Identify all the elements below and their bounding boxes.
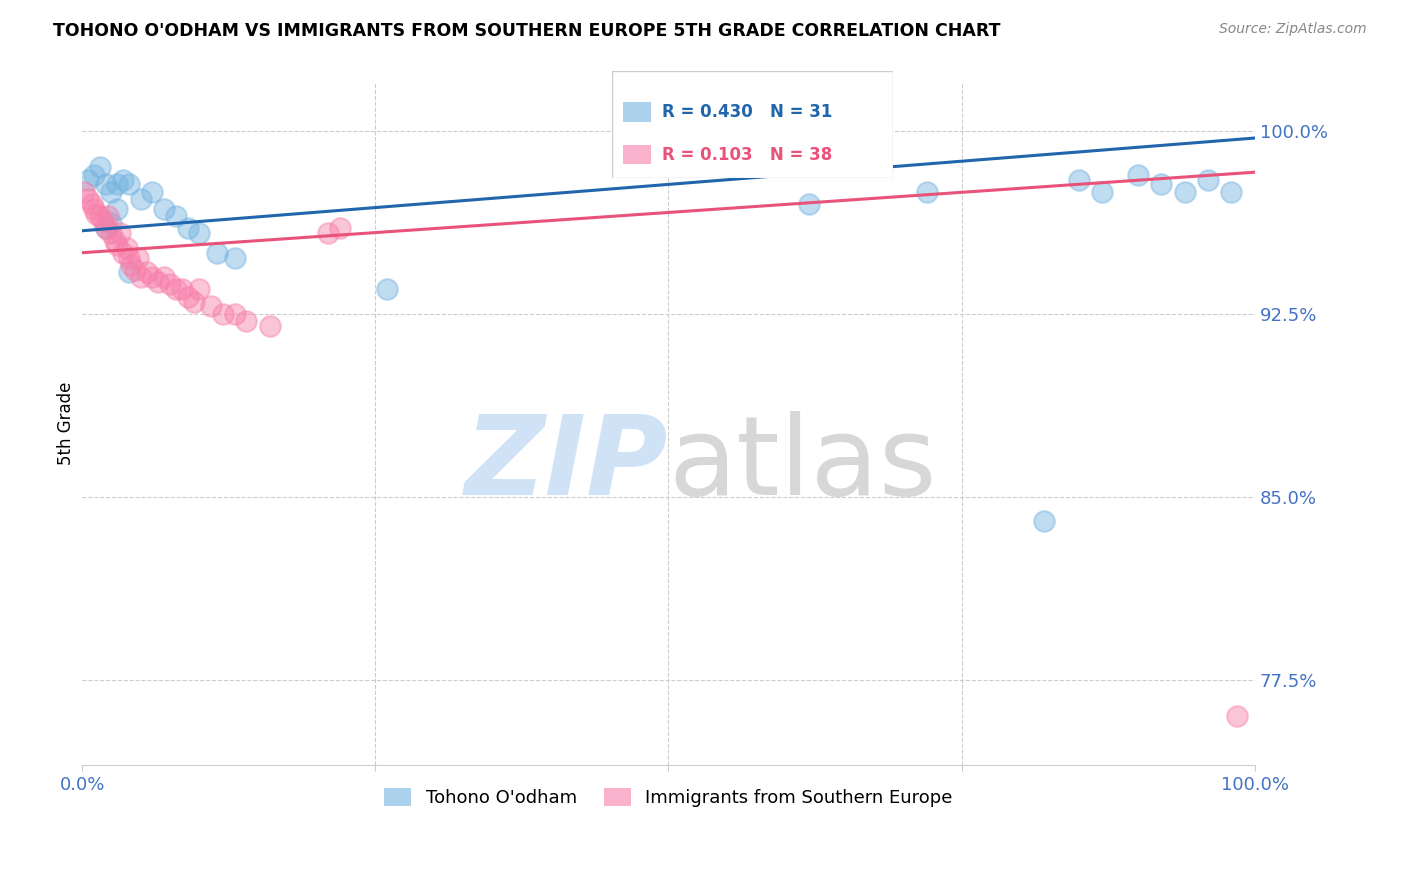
FancyBboxPatch shape: [612, 71, 893, 178]
Legend: Tohono O'odham, Immigrants from Southern Europe: Tohono O'odham, Immigrants from Southern…: [377, 781, 960, 814]
Point: [188, 226, 211, 240]
Point: [205, 245, 228, 260]
Point: [224, 307, 246, 321]
Point: [1126, 168, 1149, 182]
Point: [83, 202, 105, 216]
Text: R = 0.103   N = 38: R = 0.103 N = 38: [662, 146, 832, 164]
Y-axis label: 5th Grade: 5th Grade: [58, 382, 75, 466]
Point: [135, 265, 157, 279]
Point: [89, 161, 111, 175]
Text: Source: ZipAtlas.com: Source: ZipAtlas.com: [1219, 22, 1367, 37]
Point: [112, 172, 135, 186]
Point: [1197, 172, 1219, 186]
Point: [1091, 185, 1114, 199]
Text: atlas: atlas: [668, 411, 936, 518]
Point: [1067, 172, 1090, 186]
Point: [799, 197, 821, 211]
Point: [94, 221, 117, 235]
Point: [100, 185, 122, 199]
Point: [235, 314, 257, 328]
Point: [1173, 185, 1195, 199]
Text: R = 0.430   N = 31: R = 0.430 N = 31: [662, 103, 832, 121]
Point: [108, 226, 131, 240]
Point: [170, 282, 193, 296]
Point: [77, 192, 100, 206]
Point: [224, 251, 246, 265]
Point: [165, 209, 187, 223]
Point: [165, 282, 187, 296]
Point: [159, 277, 181, 292]
Point: [105, 178, 128, 192]
Point: [118, 251, 141, 265]
Point: [83, 168, 105, 182]
Bar: [623, 103, 651, 121]
Point: [105, 202, 128, 216]
Point: [153, 202, 176, 216]
Point: [100, 216, 122, 230]
Point: [176, 290, 198, 304]
Point: [1032, 514, 1054, 528]
Point: [129, 192, 152, 206]
Point: [212, 307, 235, 321]
Point: [124, 262, 146, 277]
Point: [375, 282, 398, 296]
Point: [141, 270, 163, 285]
Point: [1226, 709, 1249, 723]
Point: [118, 178, 141, 192]
Point: [200, 300, 222, 314]
Point: [1150, 178, 1173, 192]
Point: [100, 226, 122, 240]
Point: [73, 185, 96, 199]
Point: [129, 270, 152, 285]
Point: [94, 178, 117, 192]
Point: [153, 270, 176, 285]
Point: [77, 172, 100, 186]
Point: [105, 238, 128, 252]
Point: [176, 221, 198, 235]
Point: [120, 258, 142, 272]
Point: [183, 294, 205, 309]
Point: [329, 221, 352, 235]
Point: [141, 185, 163, 199]
Point: [112, 245, 135, 260]
Bar: [623, 145, 651, 164]
Point: [915, 185, 938, 199]
Point: [148, 275, 170, 289]
Point: [127, 251, 149, 265]
Point: [97, 209, 120, 223]
Point: [259, 318, 281, 333]
Point: [80, 197, 103, 211]
Text: ZIP: ZIP: [465, 411, 668, 518]
Point: [118, 265, 141, 279]
Point: [1220, 185, 1243, 199]
Point: [84, 207, 107, 221]
Point: [115, 241, 138, 255]
Point: [89, 209, 111, 223]
Text: TOHONO O'ODHAM VS IMMIGRANTS FROM SOUTHERN EUROPE 5TH GRADE CORRELATION CHART: TOHONO O'ODHAM VS IMMIGRANTS FROM SOUTHE…: [53, 22, 1001, 40]
Point: [318, 226, 340, 240]
Point: [104, 234, 127, 248]
Point: [91, 214, 114, 228]
Point: [94, 221, 117, 235]
Point: [188, 282, 211, 296]
